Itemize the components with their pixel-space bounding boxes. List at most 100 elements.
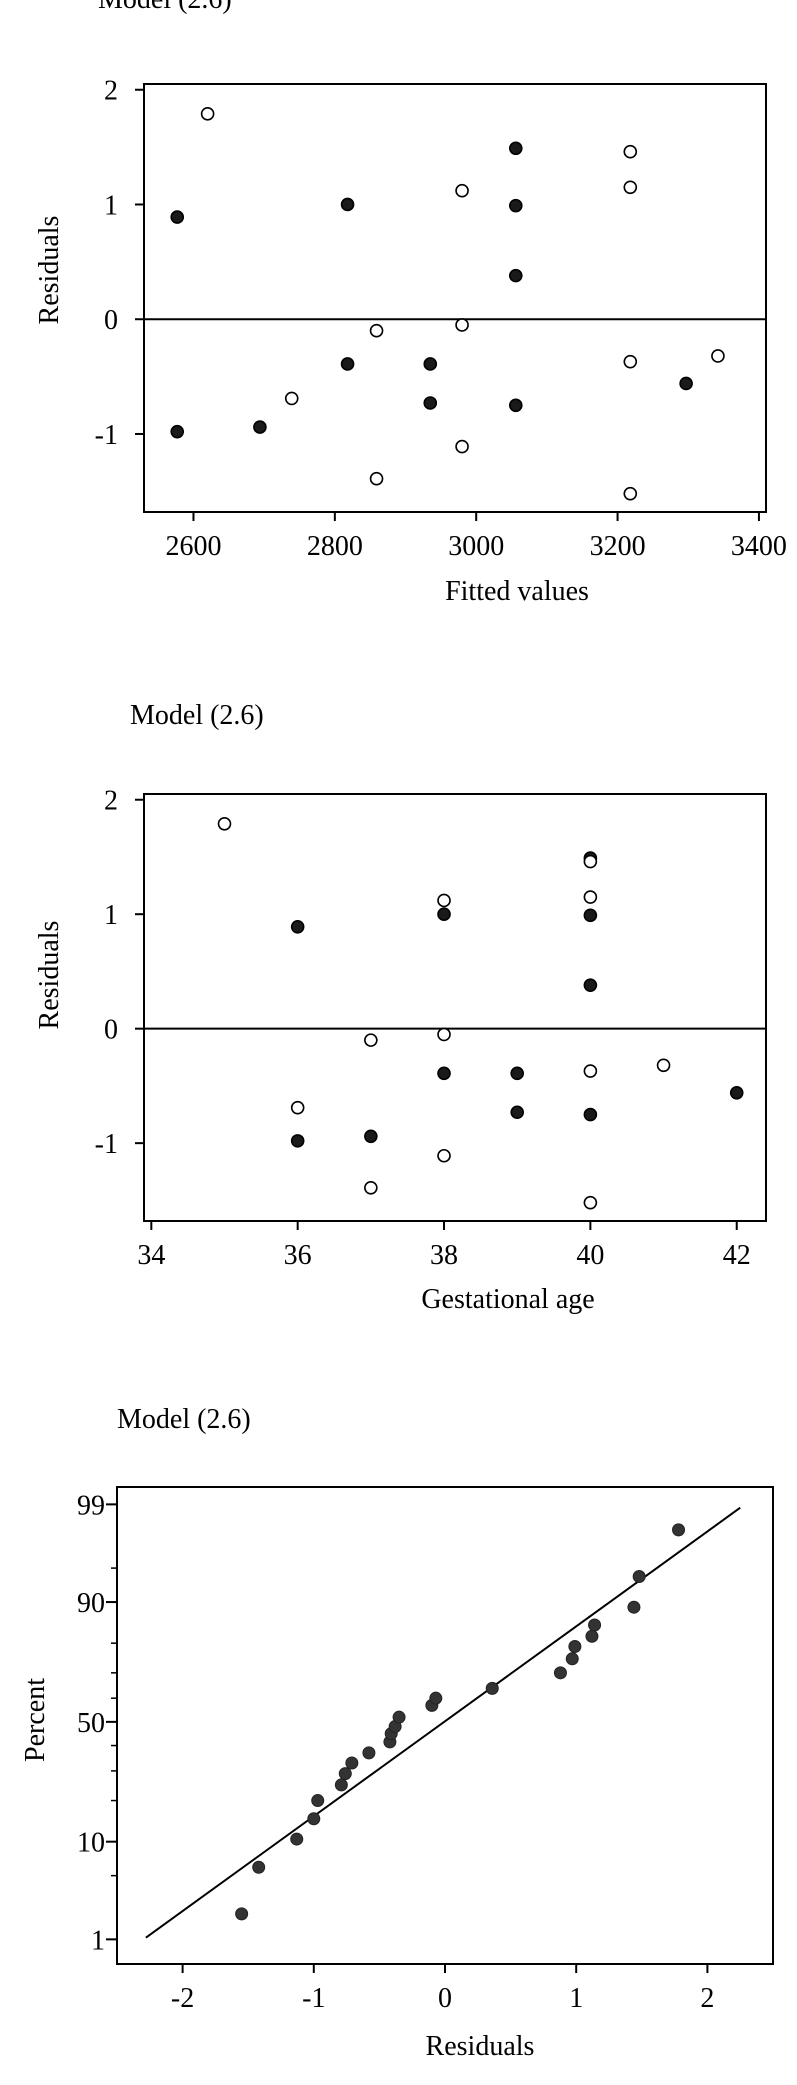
- data-point-open: [437, 1027, 451, 1042]
- data-point: [632, 1570, 646, 1584]
- data-point-open: [711, 349, 725, 363]
- x-tick-label: 2800: [307, 531, 363, 562]
- chart-1-svg: -1 0 1 2 2600 2800 3000 3200 3400: [95, 76, 787, 562]
- y-tick-label: 50: [77, 1708, 105, 1739]
- data-point: [362, 1746, 376, 1760]
- data-point-filled: [340, 357, 355, 371]
- chart-1-title: Model (2.6): [98, 0, 232, 14]
- data-point-open: [455, 439, 469, 454]
- data-point-open: [437, 1148, 451, 1163]
- chart-2-svg: -1 0 1 2 34 36 38 40 42: [95, 786, 767, 1271]
- data-point-open: [455, 318, 469, 332]
- data-point-filled: [583, 1107, 598, 1122]
- data-point-open: [583, 890, 598, 904]
- data-point: [345, 1756, 359, 1770]
- data-point-open: [290, 1100, 305, 1115]
- data-point-open: [369, 471, 384, 486]
- data-point-filled: [508, 268, 523, 283]
- data-point-filled: [437, 1066, 451, 1081]
- plot-frame: [143, 793, 767, 1222]
- x-tick-label: -2: [171, 1983, 194, 2014]
- y-tick-label: -1: [95, 420, 118, 451]
- data-point-open: [364, 1033, 378, 1047]
- y-tick-label: 1: [91, 1925, 105, 1956]
- chart-3-title: Model (2.6): [117, 1404, 251, 1435]
- data-point-filled: [679, 376, 693, 391]
- x-tick-label: 3400: [731, 531, 787, 562]
- data-point: [311, 1794, 325, 1808]
- data-point-open: [623, 144, 638, 159]
- data-point: [565, 1652, 579, 1666]
- data-point-filled: [170, 424, 185, 439]
- chart-1-x-axis-label: Fitted values: [445, 576, 589, 607]
- x-tick-label: 2600: [165, 531, 221, 562]
- data-point: [485, 1681, 499, 1695]
- y-tick-label: 90: [77, 1588, 105, 1619]
- data-point-open: [623, 180, 638, 195]
- chart-2-y-axis-label: Residuals: [34, 920, 65, 1030]
- data-point: [290, 1832, 304, 1846]
- data-point: [334, 1778, 348, 1792]
- chart-3-svg: 1 10 50 90 99 -2 -1 0 1 2: [77, 1486, 774, 2014]
- data-point-filled: [508, 141, 523, 156]
- chart-normal-probability-panel: Model (2.6) 1 10 50 90 99 -2 -1 0 1 2 Percent Res…: [0, 1390, 797, 2085]
- data-point-open: [284, 391, 299, 406]
- data-point-filled: [423, 396, 438, 410]
- x-tick-label: 2: [700, 1983, 714, 2014]
- chart-fitted-values-panel: Model (2.6) -1 0 1 2 2600 2800 3000 3200 3400 Re…: [0, 0, 797, 640]
- x-tick-label: 36: [284, 1240, 312, 1271]
- data-point-filled: [583, 908, 598, 923]
- x-tick-label: 38: [430, 1240, 458, 1271]
- y-tick-label: 1: [104, 190, 118, 221]
- reference-fit-line: [145, 1506, 741, 1939]
- data-point-filled: [510, 1066, 525, 1081]
- data-point: [672, 1523, 686, 1537]
- data-point-open: [583, 854, 598, 869]
- chart-2-title: Model (2.6): [130, 700, 264, 731]
- data-point: [392, 1710, 406, 1724]
- x-tick-label: 40: [576, 1240, 604, 1271]
- x-tick-label: 34: [137, 1240, 165, 1271]
- chart-gestational-age-panel: Model (2.6) -1 0 1 2 34 36 38 40 42 Residuals Ge…: [0, 690, 797, 1350]
- data-point-filled: [253, 420, 267, 434]
- y-tick-label: -1: [95, 1129, 118, 1160]
- data-point-filled: [423, 357, 438, 371]
- data-point: [588, 1618, 602, 1632]
- data-point-open: [364, 1181, 378, 1195]
- data-point-open: [200, 107, 215, 121]
- data-point-open: [623, 354, 638, 369]
- data-point: [627, 1600, 641, 1614]
- x-tick-label: 3000: [448, 531, 504, 562]
- data-point-filled: [729, 1085, 744, 1100]
- data-point: [429, 1691, 443, 1705]
- data-point-open: [656, 1058, 671, 1073]
- data-point-open: [583, 1064, 598, 1078]
- data-point-filled: [437, 907, 451, 922]
- chart-1-y-axis-label: Residuals: [34, 215, 65, 325]
- chart-3-x-axis-label: Residuals: [425, 2031, 535, 2062]
- y-tick-label: 2: [104, 76, 118, 107]
- data-point: [338, 1767, 352, 1781]
- y-tick-label: 99: [77, 1490, 105, 1521]
- data-point-filled: [290, 1134, 305, 1148]
- data-point-filled: [364, 1129, 378, 1144]
- data-point-filled: [170, 210, 185, 224]
- chart-3-y-axis-label: Percent: [20, 1678, 51, 1762]
- data-point-filled: [510, 1105, 525, 1120]
- x-tick-label: 3200: [590, 531, 646, 562]
- data-point-filled: [508, 398, 523, 413]
- y-tick-label: 0: [104, 305, 118, 336]
- y-tick-label: 0: [104, 1015, 118, 1046]
- data-point-filled: [340, 197, 355, 212]
- x-tick-label: -1: [302, 1983, 325, 2014]
- x-tick-label: 42: [723, 1240, 751, 1271]
- x-tick-label: 1: [569, 1983, 583, 2014]
- data-point-open: [369, 323, 384, 338]
- plot-frame: [116, 1486, 774, 1965]
- data-point-open: [437, 893, 451, 908]
- data-point-filled: [583, 978, 598, 992]
- data-point-open: [583, 1195, 598, 1210]
- data-point-open: [217, 816, 232, 831]
- data-point: [553, 1666, 567, 1680]
- y-tick-label: 2: [104, 786, 118, 817]
